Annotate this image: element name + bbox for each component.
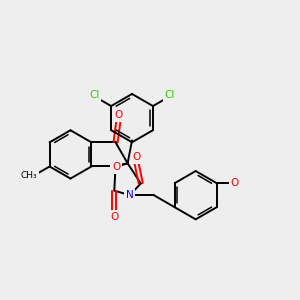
Text: O: O (112, 162, 120, 172)
Text: Cl: Cl (89, 90, 99, 100)
Text: O: O (110, 212, 118, 222)
Text: O: O (230, 178, 238, 188)
Text: O: O (132, 152, 140, 162)
Text: N: N (126, 190, 134, 200)
Text: O: O (114, 110, 123, 120)
Text: Cl: Cl (165, 90, 175, 100)
Text: CH₃: CH₃ (21, 171, 37, 180)
